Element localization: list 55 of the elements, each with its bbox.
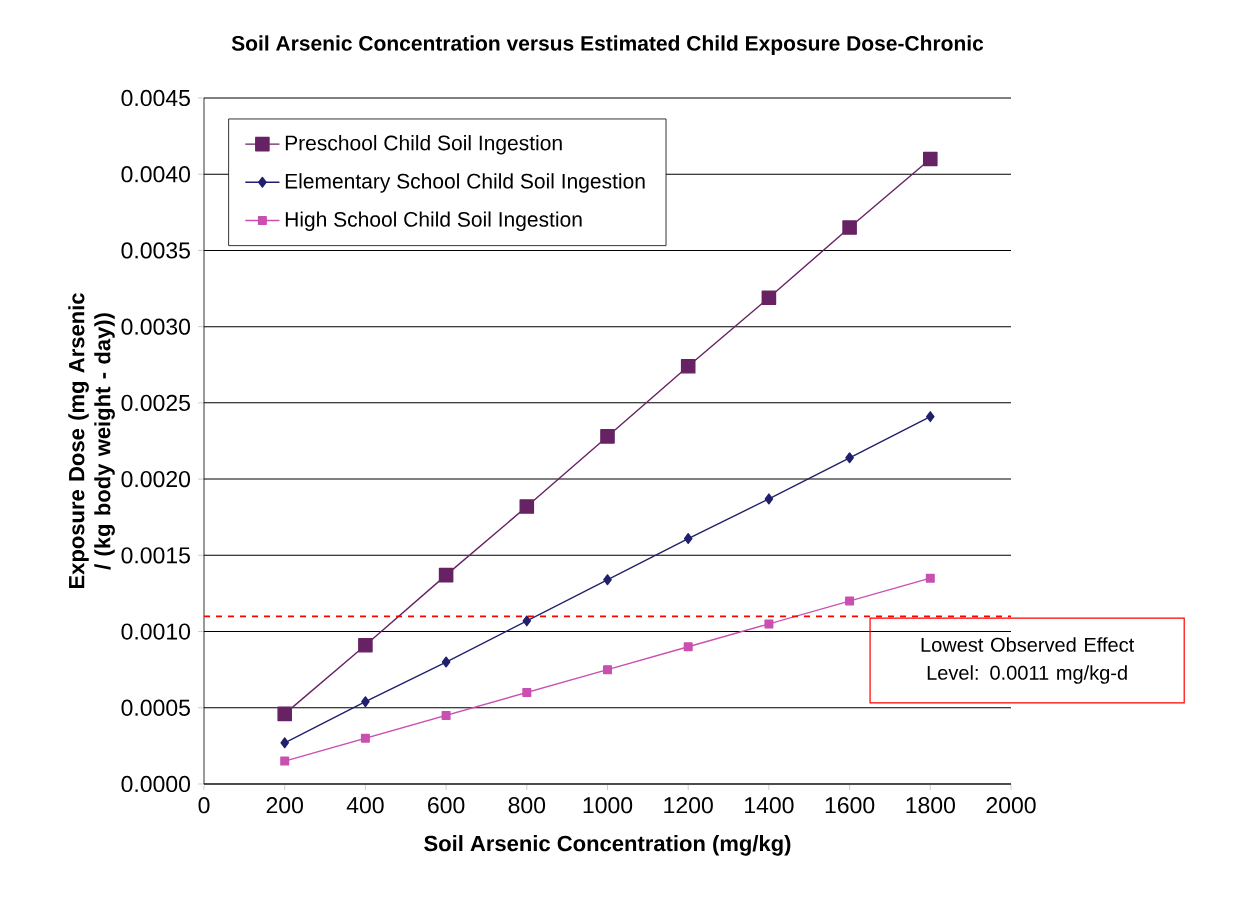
x-tick-label: 600 (428, 797, 465, 814)
x-tick-label: 1800 (906, 797, 955, 814)
y-tick-label: 0.0005 (121, 699, 190, 716)
point (358, 637, 373, 653)
point (603, 665, 612, 675)
x-tick-label: 800 (508, 797, 546, 814)
point (361, 696, 370, 708)
y-tick-label: 0.0020 (121, 470, 191, 488)
x-tick-label: 400 (346, 797, 384, 814)
point (441, 710, 451, 720)
point (600, 429, 615, 444)
x-tick-label: 1000 (583, 797, 633, 814)
x-tick-label: 1200 (664, 797, 713, 814)
point (680, 358, 696, 374)
legend-label: Elementary School Child Soil Ingestion (285, 173, 645, 193)
x-tick-label: 2000 (986, 797, 1036, 814)
y-tick-label: 0.0025 (121, 394, 190, 412)
y-tick-label: 0.0030 (121, 318, 191, 335)
point (441, 656, 451, 668)
y-tick-label: 0.0010 (121, 623, 191, 640)
x-axis-title: Soil Arsenic Concentration (mg/kg) (424, 835, 791, 856)
point (522, 688, 532, 698)
point (683, 642, 693, 652)
point (603, 574, 612, 586)
point (842, 220, 857, 235)
y-axis-title: Exposure Dose (mg Arsenic / (kg body weight - day)) (68, 293, 115, 589)
x-tick-label: 1400 (745, 797, 794, 814)
point (926, 411, 935, 423)
point (764, 493, 774, 505)
legend-label: High School Child Soil Ingestion (285, 211, 582, 231)
point (519, 499, 535, 514)
x-tick-label: 200 (266, 797, 303, 814)
point (922, 151, 938, 167)
y-tick-label: 0.0040 (121, 166, 191, 183)
point (845, 452, 854, 464)
x-tick-label: 0 (198, 797, 210, 814)
y-tick-label: 0.0000 (121, 775, 191, 793)
ref-line-label: Lowest Observed Effect Level: 0.0011 mg/kg-d (921, 637, 1135, 684)
point (280, 737, 290, 749)
point (761, 290, 777, 305)
point (438, 567, 454, 583)
point (764, 619, 774, 629)
point (277, 706, 292, 722)
point (360, 733, 370, 743)
legend-label: Preschool Child Soil Ingestion (285, 134, 562, 155)
point (683, 533, 693, 545)
point (280, 756, 290, 766)
chart-title: Soil Arsenic Concentration versus Estimated Child Exposure Dose-Chronic (231, 35, 984, 55)
x-tick-label: 1600 (825, 797, 875, 814)
y-tick-label: 0.0035 (121, 242, 190, 259)
y-tick-label: 0.0015 (121, 547, 190, 564)
point (522, 615, 532, 627)
point (925, 573, 935, 583)
point (845, 596, 855, 606)
y-tick-label: 0.0045 (121, 89, 190, 107)
